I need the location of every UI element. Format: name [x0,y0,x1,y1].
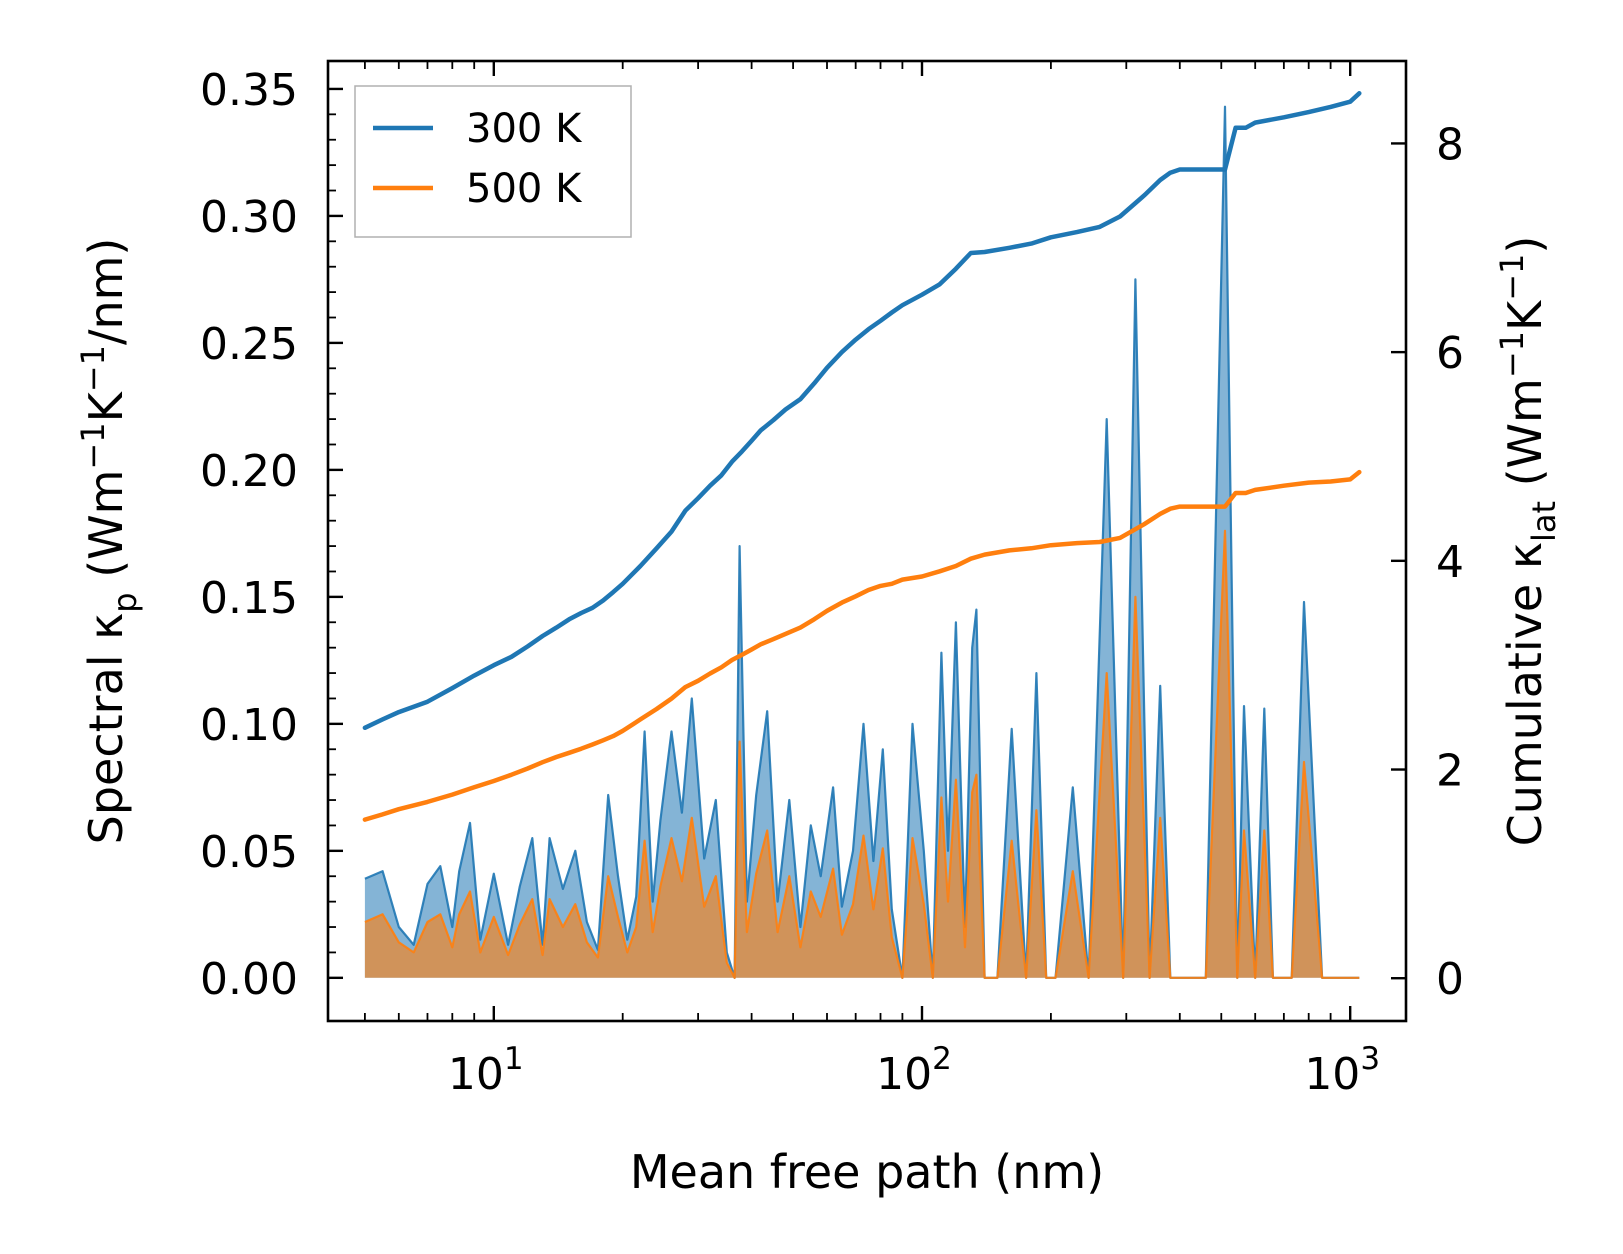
x-tick-label: 103 [1304,1041,1380,1100]
y-axis-right-title: Cumulative κlat (Wm−1K−1) [1493,236,1563,847]
x-tick-label: 102 [876,1041,952,1100]
y-axis-left-title: Spectral κp (Wm−1K−1/nm) [74,238,144,845]
spectral-line-500-k-spectral [364,529,1360,979]
legend-box [354,85,632,238]
y-left-tick-label: 0.05 [200,827,298,878]
spectral-area-500-k-spectral [364,530,1360,978]
x-tick-label: 101 [448,1041,524,1100]
y-left-tick-label: 0.15 [200,573,298,624]
legend-label-500k: 500 K [466,166,583,212]
legend: 300 K 500 K [354,85,632,238]
legend-label-300k: 300 K [466,106,583,152]
y-right-tick-label: 4 [1436,537,1464,588]
x-axis-title: Mean free path (nm) [630,1145,1104,1199]
plot-frame [326,59,1408,1023]
y-left-tick-label: 0.35 [200,65,298,116]
y-left-tick-label: 0.25 [200,319,298,370]
y-right-tick-label: 8 [1436,119,1464,170]
y-right-tick-label: 0 [1436,954,1464,1005]
y-left-tick-label: 0.00 [200,954,298,1005]
y-left-tick-label: 0.10 [200,700,298,751]
tick-labels: 101 102 103 0.00 0.05 0.10 0.15 0.20 0.25 0.30 0.3… [200,65,1464,1100]
y-left-tick-label: 0.20 [200,446,298,497]
cumulative-line-500-k [362,469,1362,822]
cumulative-line-layer [362,91,1362,822]
cumulative-line-300-k [362,91,1362,731]
axis-ticks [328,61,1406,1021]
spectral-fill-layer [364,105,1360,979]
y-right-tick-label: 6 [1436,328,1464,379]
y-left-tick-label: 0.30 [200,192,298,243]
y-right-tick-label: 2 [1436,746,1464,797]
